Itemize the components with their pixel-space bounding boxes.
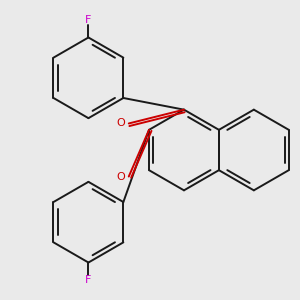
Text: O: O: [116, 118, 125, 128]
Text: F: F: [85, 16, 92, 26]
Text: F: F: [85, 274, 92, 284]
Text: O: O: [116, 172, 125, 182]
